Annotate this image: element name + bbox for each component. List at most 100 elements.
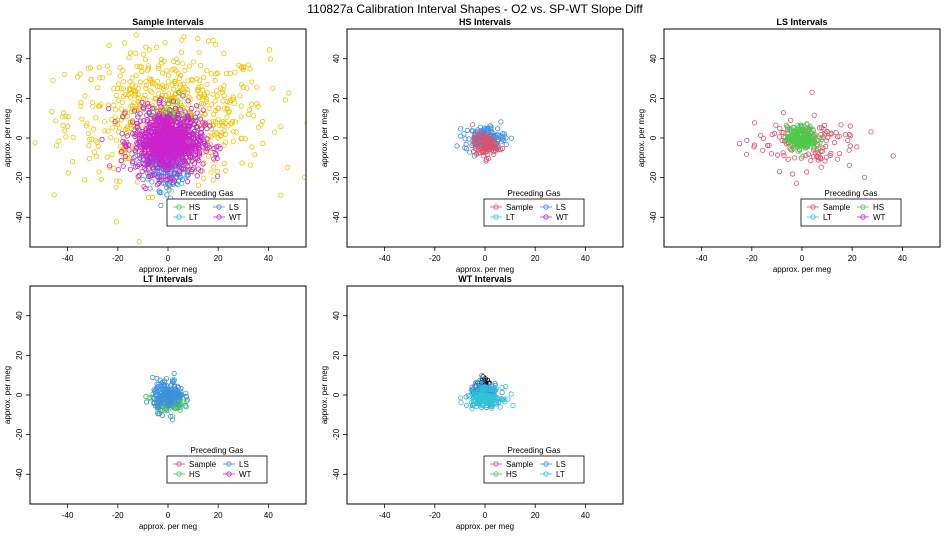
data-point xyxy=(785,130,791,137)
data-point xyxy=(203,142,209,148)
data-point xyxy=(178,151,184,157)
data-point xyxy=(168,132,174,138)
data-point xyxy=(815,155,822,161)
data-point xyxy=(795,122,801,128)
data-point xyxy=(182,403,188,409)
data-point xyxy=(50,77,56,83)
data-point xyxy=(105,128,111,134)
data-point xyxy=(195,35,201,42)
data-point xyxy=(204,81,210,87)
data-point xyxy=(475,144,481,150)
data-point xyxy=(185,169,191,175)
data-point xyxy=(786,138,792,144)
data-point xyxy=(127,79,133,85)
data-point xyxy=(153,389,159,396)
data-point xyxy=(809,89,815,95)
data-point xyxy=(157,161,164,167)
data-point xyxy=(143,79,149,85)
data-point xyxy=(510,402,516,409)
x-tick-label: 0 xyxy=(483,254,488,263)
data-point xyxy=(779,137,785,144)
panel-2: HS Intervals -40 -20 0 20 40 -40 -20 0 20 40 approx… xyxy=(320,17,624,274)
data-point xyxy=(188,76,194,83)
data-point xyxy=(108,117,115,123)
data-point xyxy=(186,63,192,69)
data-point xyxy=(795,132,801,138)
data-point xyxy=(171,78,177,85)
data-point xyxy=(166,161,172,167)
data-point xyxy=(142,165,148,171)
data-point xyxy=(127,50,134,56)
data-point xyxy=(165,72,171,79)
data-point xyxy=(198,83,204,89)
y-axis-label: approx. per meg xyxy=(3,109,12,167)
data-point xyxy=(145,63,152,69)
data-point xyxy=(251,113,257,119)
data-point xyxy=(271,129,277,135)
data-point xyxy=(155,118,161,124)
y-tick-label: 0 xyxy=(649,135,658,140)
data-point xyxy=(149,194,156,200)
data-point xyxy=(164,68,170,74)
data-point xyxy=(163,159,169,165)
data-point xyxy=(159,140,165,146)
data-point xyxy=(139,150,145,157)
data-point xyxy=(133,145,139,151)
data-point xyxy=(150,166,156,172)
legend-box xyxy=(483,455,585,484)
data-point xyxy=(112,119,118,125)
points-group xyxy=(454,119,514,164)
data-point xyxy=(213,71,219,77)
data-point xyxy=(258,122,264,128)
data-point xyxy=(171,147,177,154)
data-point xyxy=(477,124,484,130)
data-point xyxy=(194,103,200,109)
data-point xyxy=(160,400,166,406)
data-point xyxy=(454,143,460,149)
data-point xyxy=(208,71,214,77)
data-point xyxy=(146,65,152,71)
data-point xyxy=(751,120,758,126)
data-point xyxy=(178,49,184,55)
data-point xyxy=(188,148,195,155)
data-point xyxy=(180,81,186,87)
data-point xyxy=(190,135,196,141)
data-point xyxy=(78,103,84,109)
data-point xyxy=(185,132,191,138)
data-point xyxy=(151,400,157,406)
data-point xyxy=(181,89,187,95)
data-point xyxy=(82,93,88,99)
data-point xyxy=(211,156,217,162)
data-point xyxy=(105,102,112,108)
data-point xyxy=(148,115,154,122)
data-point xyxy=(156,177,162,183)
data-point xyxy=(487,123,493,129)
data-point xyxy=(780,110,787,116)
data-point xyxy=(170,413,176,419)
data-point xyxy=(157,84,163,90)
data-point xyxy=(62,128,68,134)
legend-marker xyxy=(226,471,232,477)
points-group xyxy=(736,89,896,186)
data-point xyxy=(171,370,177,377)
data-point xyxy=(177,84,183,90)
data-point xyxy=(134,63,140,70)
data-point xyxy=(111,86,117,92)
data-point xyxy=(176,89,182,95)
data-point xyxy=(112,114,118,120)
data-point xyxy=(118,86,124,92)
data-point xyxy=(462,145,468,151)
data-point xyxy=(230,138,236,144)
data-point xyxy=(143,185,149,192)
data-point xyxy=(144,8,148,12)
data-point xyxy=(458,399,464,406)
data-point xyxy=(174,390,180,396)
data-point xyxy=(206,38,212,44)
data-point xyxy=(478,129,484,135)
data-point xyxy=(793,180,800,186)
y-tick-label: 20 xyxy=(649,93,658,102)
data-point xyxy=(120,114,126,120)
data-point xyxy=(150,394,156,400)
data-point xyxy=(194,173,200,179)
data-point xyxy=(170,98,176,104)
